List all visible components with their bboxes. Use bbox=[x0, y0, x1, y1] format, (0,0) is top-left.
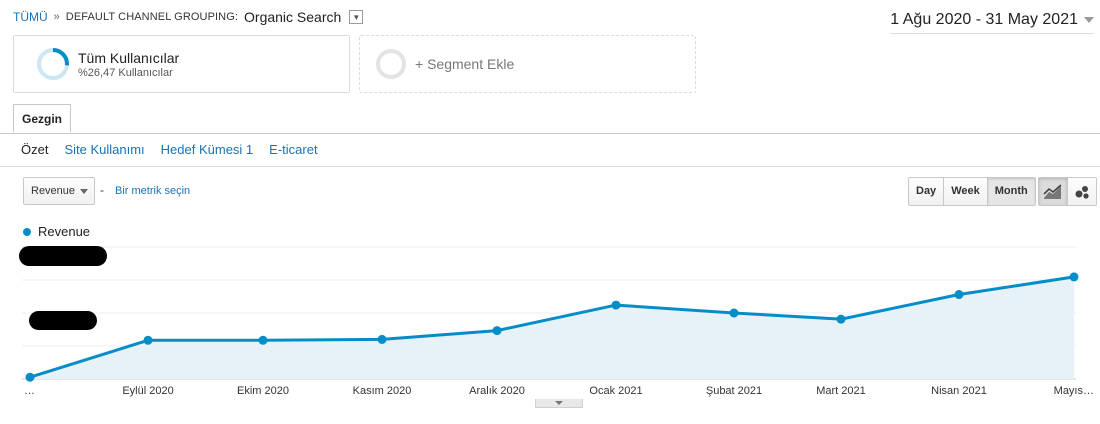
x-tick-label: Nisan 2021 bbox=[931, 385, 987, 397]
chart-legend: Revenue bbox=[23, 224, 90, 239]
divider bbox=[0, 166, 1100, 167]
breadcrumb-root-link[interactable]: TÜMÜ bbox=[13, 10, 48, 24]
segment-card-all-users[interactable]: Tüm Kullanıcılar %26,47 Kullanıcılar bbox=[13, 35, 350, 93]
x-tick-label: Şubat 2021 bbox=[706, 385, 762, 397]
breadcrumb-dimension: DEFAULT CHANNEL GROUPING: bbox=[65, 11, 239, 23]
x-tick-label: Eylül 2020 bbox=[122, 385, 173, 397]
x-tick-label: Kasım 2020 bbox=[353, 385, 412, 397]
date-range-label: 1 Ağu 2020 - 31 May 2021 bbox=[890, 11, 1078, 28]
x-tick-label: Aralık 2020 bbox=[469, 385, 525, 397]
line-chart-button[interactable] bbox=[1039, 178, 1068, 205]
tab-explorer[interactable]: Gezgin bbox=[13, 104, 72, 133]
subnav-site-usage[interactable]: Site Kullanımı bbox=[64, 142, 145, 157]
subnav-ecommerce[interactable]: E-ticaret bbox=[269, 142, 318, 157]
bubble-chart-icon bbox=[1075, 185, 1089, 199]
breadcrumb-value: Organic Search bbox=[244, 9, 342, 25]
revenue-data-point bbox=[729, 308, 739, 318]
legend-dot-icon bbox=[23, 227, 31, 236]
subnav-goal-set-1[interactable]: Hedef Kümesi 1 bbox=[160, 142, 254, 157]
segment-title: Tüm Kullanıcılar bbox=[78, 49, 180, 66]
revenue-area-fill bbox=[30, 276, 1074, 379]
x-tick-label: Mart 2021 bbox=[816, 385, 866, 397]
week-button[interactable]: Week bbox=[944, 178, 988, 205]
legend-label: Revenue bbox=[38, 224, 91, 239]
line-chart-icon bbox=[1043, 183, 1062, 199]
redacted-y-label bbox=[19, 246, 107, 266]
segment-subtitle: %26,47 Kullanıcılar bbox=[78, 66, 173, 79]
chart-collapse-handle[interactable] bbox=[535, 399, 583, 408]
revenue-data-point bbox=[25, 372, 35, 382]
redacted-y-label bbox=[29, 311, 97, 330]
revenue-points bbox=[25, 272, 1079, 382]
segment-donut-icon bbox=[37, 48, 69, 80]
revenue-data-point bbox=[954, 290, 964, 300]
tab-bar: Gezgin bbox=[0, 104, 1100, 134]
revenue-data-point bbox=[492, 326, 502, 336]
metric-select[interactable]: Revenue bbox=[23, 177, 95, 205]
chevron-down-icon bbox=[1084, 17, 1094, 23]
x-axis-labels: … Eylül 2020 Ekim 2020 Kasım 2020 Aralık 202… bbox=[24, 385, 1094, 397]
chevron-down-icon bbox=[80, 189, 88, 194]
revenue-line bbox=[29, 275, 1075, 379]
sub-navigation: Özet Site Kullanımı Hedef Kümesi 1 E-tic… bbox=[21, 142, 318, 157]
subnav-summary[interactable]: Özet bbox=[21, 142, 49, 157]
x-tick-label: Ekim 2020 bbox=[237, 385, 289, 397]
revenue-data-point bbox=[1069, 272, 1079, 282]
date-range-picker[interactable]: 1 Ağu 2020 - 31 May 2021 bbox=[890, 11, 1094, 34]
select-metric-link[interactable]: Bir metrik seçin bbox=[115, 185, 191, 197]
revenue-data-point bbox=[143, 335, 153, 345]
month-button[interactable]: Month bbox=[987, 178, 1035, 205]
metric-separator: - bbox=[100, 183, 104, 197]
x-tick-label: … bbox=[24, 385, 35, 397]
revenue-data-point bbox=[377, 334, 387, 344]
breadcrumb: TÜMÜ » DEFAULT CHANNEL GROUPING: Organic… bbox=[13, 9, 364, 25]
revenue-data-point bbox=[611, 300, 621, 310]
day-button[interactable]: Day bbox=[909, 178, 945, 205]
revenue-data-point bbox=[258, 335, 268, 345]
motion-chart-button[interactable] bbox=[1068, 178, 1096, 205]
breadcrumb-separator: » bbox=[53, 11, 60, 23]
revenue-chart: … Eylül 2020 Ekim 2020 Kasım 2020 Aralık 202… bbox=[22, 246, 1094, 397]
chart-type-toggle bbox=[1038, 177, 1097, 206]
metric-select-value: Revenue bbox=[31, 185, 76, 197]
period-toggle: Day Week Month bbox=[908, 177, 1036, 206]
chevron-down-icon bbox=[555, 401, 563, 405]
x-tick-label: Mayıs… bbox=[1054, 385, 1094, 397]
x-tick-label: Ocak 2021 bbox=[589, 385, 642, 397]
chevron-down-icon[interactable]: ▼ bbox=[349, 10, 364, 24]
empty-segment-ring-icon bbox=[376, 49, 406, 79]
revenue-data-point bbox=[836, 314, 846, 324]
add-segment-label: + Segment Ekle bbox=[415, 56, 515, 72]
add-segment-button[interactable]: + Segment Ekle bbox=[359, 35, 696, 93]
